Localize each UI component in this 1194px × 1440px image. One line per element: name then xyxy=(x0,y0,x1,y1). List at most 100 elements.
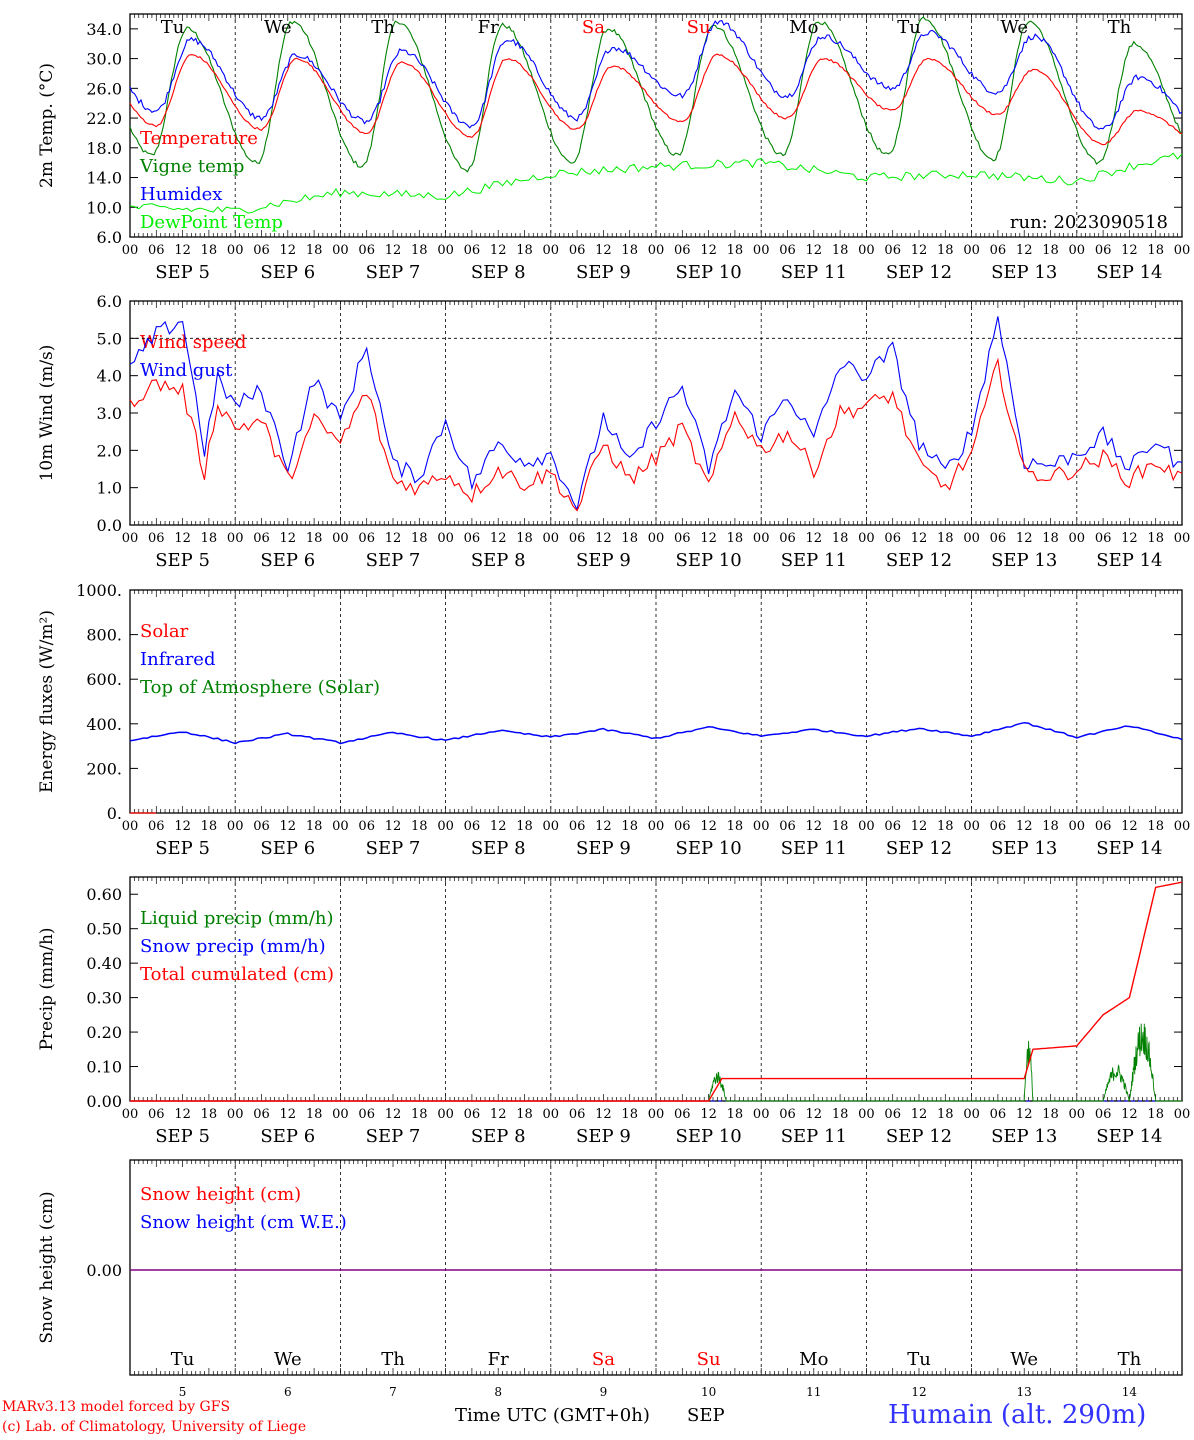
day-label: SEP 5 xyxy=(155,838,210,859)
hour-tick-label: 06 xyxy=(253,531,270,546)
hour-tick-label: 00 xyxy=(543,531,560,546)
hour-tick-label: 00 xyxy=(753,243,770,258)
hour-tick-label: 18 xyxy=(411,531,428,546)
day-label: SEP 14 xyxy=(1096,838,1162,859)
hour-tick-label: 12 xyxy=(806,531,823,546)
legend-energy-1: Infrared xyxy=(140,649,215,670)
day-label: SEP 5 xyxy=(155,262,210,283)
y-tick-label-wind: 4.0 xyxy=(97,367,122,386)
day-label: SEP 13 xyxy=(991,550,1057,571)
hour-tick-label: 18 xyxy=(727,1107,744,1122)
hour-tick-label: 18 xyxy=(516,531,533,546)
series-dewpoint xyxy=(129,152,1183,214)
hour-tick-label: 12 xyxy=(595,819,612,834)
y-tick-label-wind: 3.0 xyxy=(97,404,122,423)
station-label: Humain (alt. 290m) xyxy=(888,1400,1147,1430)
day-number-label: 6 xyxy=(284,1385,292,1399)
day-label: SEP 8 xyxy=(471,262,526,283)
hour-tick-label: 12 xyxy=(806,1107,823,1122)
hour-tick-label: 12 xyxy=(1121,819,1138,834)
hour-tick-label: 00 xyxy=(1069,531,1086,546)
y-tick-label-precip: 0.30 xyxy=(86,989,122,1008)
y-tick-label-energy: 200. xyxy=(86,759,122,778)
y-axis-label-precip: Precip (mm/h) xyxy=(37,927,57,1050)
day-label: SEP 13 xyxy=(991,262,1057,283)
hour-tick-label: 18 xyxy=(937,819,954,834)
hour-tick-label: 06 xyxy=(990,531,1007,546)
hour-tick-label: 00 xyxy=(437,243,454,258)
hour-tick-label: 00 xyxy=(1174,531,1191,546)
hour-tick-label: 06 xyxy=(884,819,901,834)
hour-tick-label: 06 xyxy=(990,243,1007,258)
run-annotation: run: 2023090518 xyxy=(1010,212,1168,233)
hour-tick-label: 00 xyxy=(332,243,349,258)
day-label: SEP 5 xyxy=(155,1126,210,1147)
weekday-label-bottom: Sa xyxy=(592,1349,615,1370)
panel-frame-energy xyxy=(129,589,1183,814)
hour-tick-label: 00 xyxy=(1069,819,1086,834)
y-tick-label-energy: 600. xyxy=(86,670,122,689)
day-label: SEP 10 xyxy=(675,1126,741,1147)
hour-tick-label: 06 xyxy=(358,1107,375,1122)
hour-tick-label: 06 xyxy=(358,243,375,258)
hour-tick-label: 12 xyxy=(385,1107,402,1122)
weekday-label-bottom: We xyxy=(274,1349,302,1370)
hour-tick-label: 00 xyxy=(753,1107,770,1122)
hour-tick-label: 12 xyxy=(911,243,928,258)
hour-tick-label: 00 xyxy=(858,243,875,258)
hour-tick-label: 12 xyxy=(911,531,928,546)
hour-tick-label: 18 xyxy=(937,243,954,258)
legend-temp-3: DewPoint Temp xyxy=(140,212,283,233)
hour-tick-label: 18 xyxy=(306,243,323,258)
hour-tick-label: 12 xyxy=(174,1107,191,1122)
day-label: SEP 8 xyxy=(471,1126,526,1147)
hour-tick-label: 18 xyxy=(621,531,638,546)
series-gust xyxy=(129,316,1183,512)
weekday-label-top: Tu xyxy=(897,17,921,38)
day-label: SEP 6 xyxy=(260,550,315,571)
hour-tick-label: 06 xyxy=(569,1107,586,1122)
hour-tick-label: 00 xyxy=(753,819,770,834)
y-tick-label-wind: 5.0 xyxy=(97,329,122,348)
y-axis-label-wind: 10m Wind (m/s) xyxy=(37,345,57,482)
hour-tick-label: 18 xyxy=(621,819,638,834)
hour-tick-label: 12 xyxy=(1016,1107,1033,1122)
legend-snow-0: Snow height (cm) xyxy=(140,1184,301,1205)
legend-wind-1: Wind gust xyxy=(140,360,233,381)
day-label: SEP 13 xyxy=(991,838,1057,859)
hour-tick-label: 06 xyxy=(990,1107,1007,1122)
hour-tick-label: 00 xyxy=(1069,1107,1086,1122)
hour-tick-label: 12 xyxy=(280,531,297,546)
hour-tick-label: 18 xyxy=(727,531,744,546)
day-label: SEP 8 xyxy=(471,838,526,859)
y-tick-label-wind: 1.0 xyxy=(97,479,122,498)
day-label: SEP 9 xyxy=(576,1126,631,1147)
time-axis-title: Time UTC (GMT+0h) xyxy=(455,1405,650,1426)
hour-tick-label: 06 xyxy=(1095,531,1112,546)
panel-frame-temp xyxy=(129,13,1183,238)
legend-precip-1: Snow precip (mm/h) xyxy=(140,936,326,957)
hour-tick-label: 06 xyxy=(779,819,796,834)
hour-tick-label: 18 xyxy=(727,243,744,258)
hour-tick-label: 18 xyxy=(306,1107,323,1122)
hour-tick-label: 12 xyxy=(1121,1107,1138,1122)
hour-tick-label: 06 xyxy=(464,1107,481,1122)
y-tick-label-snow: 0.00 xyxy=(86,1261,122,1280)
day-label: SEP 11 xyxy=(781,262,847,283)
day-number-label: 9 xyxy=(600,1385,608,1399)
hour-tick-label: 18 xyxy=(411,1107,428,1122)
hour-tick-label: 00 xyxy=(648,819,665,834)
weekday-label-bottom: Tu xyxy=(171,1349,195,1370)
y-tick-label-energy: 0. xyxy=(107,804,122,823)
hour-tick-label: 06 xyxy=(1095,819,1112,834)
day-label: SEP 11 xyxy=(781,838,847,859)
hour-tick-label: 00 xyxy=(963,531,980,546)
hour-tick-label: 18 xyxy=(727,819,744,834)
hour-tick-label: 06 xyxy=(1095,243,1112,258)
hour-tick-label: 12 xyxy=(490,1107,507,1122)
hour-tick-label: 00 xyxy=(543,1107,560,1122)
weekday-label-top: Th xyxy=(1108,17,1132,38)
hour-tick-label: 00 xyxy=(437,1107,454,1122)
hour-tick-label: 06 xyxy=(779,531,796,546)
